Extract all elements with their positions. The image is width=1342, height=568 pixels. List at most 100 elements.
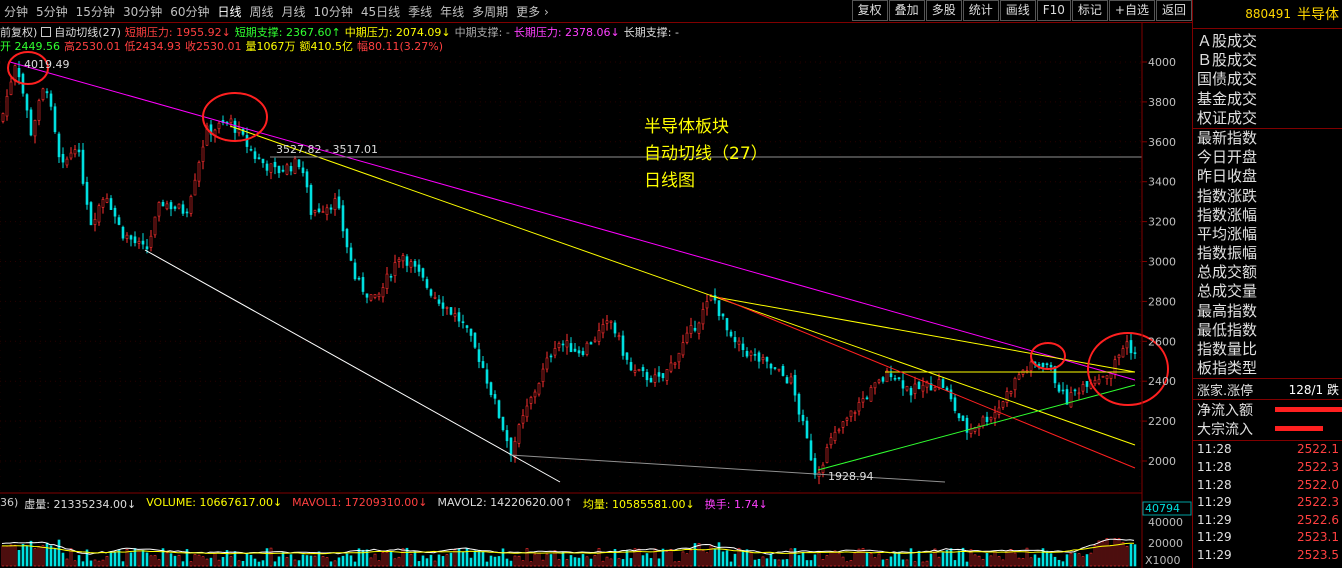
period-toolbar: 分钟 5分钟 15分钟 30分钟 60分钟 日线 周线 月线 10分钟 45日线 季线 年线 多周期 更多… [0, 0, 1192, 23]
tool-button-8[interactable]: 返回 [1155, 0, 1192, 21]
field-label: 国债成交 [1197, 70, 1258, 89]
indicator-name[interactable]: 自动切线(27) [54, 26, 121, 39]
index-field-label: 最低指数 [1197, 320, 1258, 339]
vol-axis-top: 40794 [1145, 502, 1180, 515]
annotation-title-3: 日线图 [644, 171, 695, 191]
tool-buttons: 复权 叠加 多股 统计 画线 F10 标记 +自选 返回 [851, 0, 1192, 21]
net-inflow-bar [1275, 407, 1342, 413]
period-tab-1[interactable]: 5分钟 [36, 4, 68, 19]
tick-time: 11:29 [1197, 530, 1232, 545]
high-label: 4019.49 [24, 58, 70, 71]
period-tab-3[interactable]: 30分钟 [122, 4, 163, 19]
index-field-label: 最高指数 [1197, 301, 1258, 320]
tool-button-6[interactable]: 标记 [1071, 0, 1108, 21]
period-tab-4[interactable]: 60分钟 [170, 4, 210, 19]
field-label: Ｂ股成交 [1197, 51, 1258, 70]
period-tab-6[interactable]: 周线 [249, 4, 274, 19]
circle-right [1087, 332, 1169, 406]
tick-price: 2522.3 [1297, 459, 1339, 474]
period-tab-0[interactable]: 分钟 [4, 4, 29, 19]
circle-small [1030, 342, 1066, 370]
long-support: 长期支撑: - [623, 26, 679, 39]
tick-row: 11:28 2522.1 [1193, 441, 1342, 459]
block-inflow-label: 大宗流入 [1197, 421, 1253, 438]
tick-price: 2523.5 [1297, 547, 1339, 562]
vol-prefix: 36) [0, 496, 19, 509]
tick-row: 11:29 2522.3 [1193, 494, 1342, 512]
up-limit-row: 涨家.涨停 128/1 跌 [1193, 378, 1342, 401]
ohlc-close: 收2530.01 [184, 40, 242, 53]
tool-button-1[interactable]: 叠加 [888, 0, 925, 21]
up-limit-label: 涨家.涨停 [1197, 383, 1254, 399]
index-field-label: 平均涨幅 [1197, 224, 1258, 243]
price-tick: 2600 [1148, 335, 1176, 348]
vol-axis-1: 40000 [1148, 516, 1183, 529]
vol-volume: VOLUME: 10667617.00↓ [146, 496, 283, 509]
tick-row: 11:29 2523.5 [1193, 547, 1342, 565]
tool-button-3[interactable]: 统计 [962, 0, 999, 21]
stock-code: 880491 [1245, 7, 1291, 21]
vol-mavol2: MAVOL2: 14220620.00↑ [437, 496, 573, 509]
tick-row: 11:28 2522.0 [1193, 477, 1342, 495]
volume-bars [1, 538, 1137, 567]
mode-label[interactable]: 前复权) [0, 26, 38, 39]
low-label: 1928.94 [828, 470, 874, 483]
period-tab-10[interactable]: 季线 [408, 4, 433, 19]
price-tick: 3200 [1148, 216, 1176, 229]
tool-button-0[interactable]: 复权 [851, 0, 888, 21]
period-tab-11[interactable]: 年线 [440, 4, 465, 19]
period-tab-8[interactable]: 10分钟 [313, 4, 353, 19]
price-tick: 2400 [1148, 375, 1176, 388]
price-tick: 2800 [1148, 295, 1176, 308]
vol-axis-2: 20000 [1148, 537, 1183, 550]
tick-time: 11:29 [1197, 512, 1232, 527]
price-tick: 3600 [1148, 136, 1176, 149]
long-pressure-line [9, 61, 1136, 381]
indicator-info-line: 前复权) 自动切线(27) 短期压力: 1955.92↓ 短期支撑: 2367.… [0, 24, 683, 40]
index-field-label: 最新指数 [1197, 128, 1258, 147]
field-label: Ａ股成交 [1197, 32, 1258, 50]
ohlc-change: 幅80.11(3.27%) [356, 40, 444, 53]
checkbox-icon[interactable] [41, 27, 52, 37]
tick-price: 2523.1 [1297, 530, 1339, 545]
period-tab-7[interactable]: 月线 [281, 4, 306, 19]
quote-header: 880491 半导体 [1193, 0, 1342, 29]
tool-button-7[interactable]: +自选 [1108, 0, 1155, 21]
block-inflow-bar [1275, 426, 1323, 432]
green-support-line [817, 384, 1136, 471]
vol-virtual: 虚量: 21335234.00↓ [24, 498, 137, 511]
block-inflow-row: 大宗流入 [1193, 419, 1342, 438]
tool-button-2[interactable]: 多股 [925, 0, 962, 21]
tick-price: 2522.1 [1297, 442, 1339, 457]
ohlc-low: 低2434.93 [124, 40, 181, 53]
tick-time: 11:28 [1197, 442, 1232, 457]
period-tab-13[interactable]: 更多 › [516, 4, 549, 19]
period-tab-12[interactable]: 多周期 [472, 4, 509, 19]
tick-time: 11:29 [1197, 547, 1232, 562]
period-tab-5[interactable]: 日线 [217, 4, 242, 19]
volume-header: 36) 虚量: 21335234.00↓ VOLUME: 10667617.00… [0, 496, 768, 512]
short-pressure: 短期压力: 1955.92↓ [124, 26, 231, 39]
annotation-title-1: 半导体板块 [644, 117, 729, 137]
ohlc-amount: 额410.5亿 [299, 40, 353, 53]
tick-row: 11:28 2522.3 [1193, 459, 1342, 477]
ohlc-open: 开 2449.56 [0, 40, 60, 53]
period-tab-9[interactable]: 45日线 [360, 4, 401, 19]
tick-time: 11:29 [1197, 495, 1232, 510]
mavol2-line [2, 542, 1134, 555]
gray-low-line [509, 454, 946, 483]
quote-panel: 880491 半导体 Ａ股成交 Ｂ股成交 国债成交 基金成交 权证成交 最新指数 今日开盘… [1192, 0, 1342, 568]
price-tick: 3000 [1148, 256, 1176, 269]
vol-axis-box [1142, 501, 1192, 516]
tool-button-5[interactable]: F10 [1036, 0, 1071, 21]
price-tick: 3400 [1148, 176, 1176, 189]
ohlc-volume: 量1067万 [245, 40, 296, 53]
index-field-label: 指数量比 [1197, 340, 1258, 358]
net-inflow-row: 净流入额 [1193, 400, 1342, 419]
mid-pressure: 中期压力: 2074.09↓ [344, 26, 451, 39]
short-yellow-line [709, 295, 1136, 373]
chart-canvas[interactable]: 4000 3800 3600 3400 3200 3000 2800 2600 2400 2200… [0, 0, 1192, 568]
tool-button-4[interactable]: 画线 [999, 0, 1036, 21]
period-tab-2[interactable]: 15分钟 [75, 4, 115, 19]
white-channel-line [144, 249, 561, 483]
